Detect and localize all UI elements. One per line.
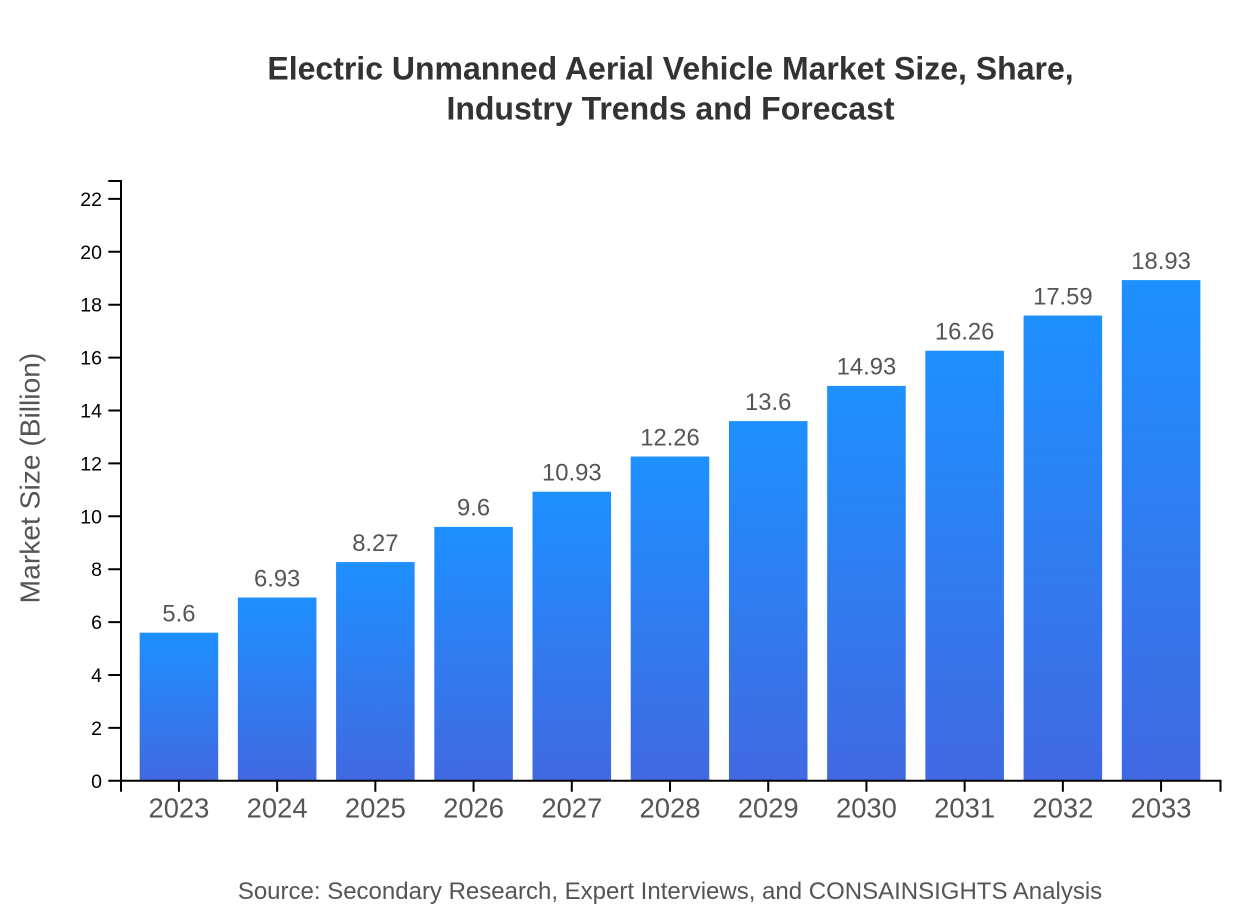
svg-text:17.59: 17.59 — [1033, 283, 1093, 310]
svg-text:12.26: 12.26 — [640, 424, 700, 451]
svg-text:14: 14 — [80, 400, 102, 422]
svg-text:22: 22 — [80, 189, 102, 211]
svg-text:Source: Secondary Research, Ex: Source: Secondary Research, Expert Inter… — [238, 878, 1102, 905]
svg-text:16: 16 — [80, 348, 102, 370]
svg-text:2032: 2032 — [1032, 792, 1093, 823]
svg-text:18.93: 18.93 — [1131, 248, 1191, 275]
svg-text:Industry Trends and Forecast: Industry Trends and Forecast — [446, 90, 894, 126]
svg-text:2024: 2024 — [247, 792, 308, 823]
svg-text:6.93: 6.93 — [254, 565, 300, 592]
svg-text:12: 12 — [80, 453, 102, 475]
svg-text:2033: 2033 — [1131, 792, 1192, 823]
svg-text:2028: 2028 — [640, 792, 701, 823]
svg-text:18: 18 — [80, 295, 102, 317]
svg-text:13.6: 13.6 — [745, 389, 791, 416]
svg-text:2026: 2026 — [443, 792, 504, 823]
svg-text:10.93: 10.93 — [542, 460, 602, 487]
svg-text:4: 4 — [91, 665, 102, 687]
svg-text:2029: 2029 — [738, 792, 799, 823]
svg-text:14.93: 14.93 — [837, 354, 897, 381]
svg-text:Electric Unmanned Aerial Vehic: Electric Unmanned Aerial Vehicle Market … — [267, 51, 1073, 87]
svg-text:8.27: 8.27 — [352, 530, 398, 557]
svg-text:2025: 2025 — [345, 792, 406, 823]
svg-text:10: 10 — [80, 506, 102, 528]
svg-text:2023: 2023 — [148, 792, 209, 823]
svg-text:2030: 2030 — [836, 792, 897, 823]
svg-text:2: 2 — [91, 718, 102, 740]
svg-text:9.6: 9.6 — [457, 495, 490, 522]
svg-text:6: 6 — [91, 612, 102, 634]
svg-text:16.26: 16.26 — [935, 319, 995, 346]
svg-text:20: 20 — [80, 242, 102, 264]
svg-text:2031: 2031 — [934, 792, 995, 823]
svg-text:0: 0 — [91, 771, 102, 793]
svg-text:8: 8 — [91, 559, 102, 581]
svg-text:5.6: 5.6 — [162, 600, 195, 627]
svg-text:Market Size (Billion): Market Size (Billion) — [14, 353, 46, 604]
svg-text:2027: 2027 — [541, 792, 602, 823]
